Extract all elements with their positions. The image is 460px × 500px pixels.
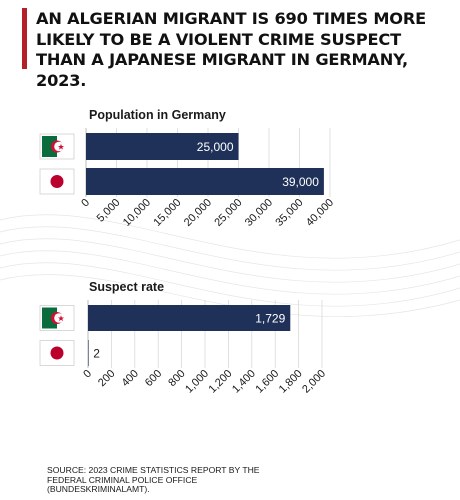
- japan-flag-icon: [39, 340, 75, 366]
- x-tick-label: 1,200: [207, 368, 235, 396]
- bar-value-label: 1,729: [255, 311, 285, 325]
- x-tick-label: 1,600: [253, 368, 281, 396]
- source-note: SOURCE: 2023 CRIME STATISTICS REPORT BY …: [47, 465, 260, 495]
- x-tick-label: 20,000: [182, 197, 214, 229]
- x-tick-label: 30,000: [243, 197, 275, 229]
- algeria-star: [58, 315, 64, 322]
- algeria-star: [58, 143, 64, 150]
- headline-accent-bar: [22, 8, 27, 69]
- x-tick-label: 0: [81, 368, 94, 381]
- x-tick-label: 15,000: [151, 197, 183, 229]
- x-tick-label: 40,000: [304, 197, 336, 229]
- chart-title: Population in Germany: [89, 108, 226, 122]
- x-tick-label: 1,400: [230, 368, 258, 396]
- x-tick-label: 10,000: [121, 197, 153, 229]
- bar-algeria: [86, 133, 239, 160]
- bar-value-label: 2: [93, 346, 100, 360]
- japan-flag-sun: [50, 346, 64, 360]
- x-tick-label: 5,000: [95, 197, 123, 225]
- headline: AN ALGERIAN MIGRANT IS 690 TIMES MORE LI…: [36, 9, 426, 90]
- x-tick-label: 2,000: [300, 368, 328, 396]
- algeria-flag-white: [57, 136, 72, 157]
- bar-japan: [88, 340, 89, 366]
- algeria-flag-white: [57, 307, 72, 329]
- chart-title: Suspect rate: [89, 280, 164, 294]
- x-tick-label: 600: [143, 368, 164, 389]
- bar-value-label: 39,000: [282, 175, 319, 189]
- x-tick-label: 200: [96, 368, 117, 389]
- algeria-flag-icon: [39, 305, 75, 331]
- background-wave-lines: [0, 214, 460, 317]
- bar-value-label: 25,000: [197, 140, 234, 154]
- japan-flag-icon: [39, 168, 75, 195]
- x-tick-label: 400: [119, 368, 140, 389]
- x-tick-label: 1,000: [183, 368, 211, 396]
- x-tick-label: 25,000: [212, 197, 244, 229]
- bar-japan: [86, 168, 324, 195]
- x-tick-label: 35,000: [273, 197, 305, 229]
- algeria-flag-green: [42, 307, 57, 329]
- japan-flag-sun: [50, 175, 64, 188]
- algeria-flag-green: [42, 136, 57, 157]
- x-tick-label: 1,800: [277, 368, 305, 396]
- bar-algeria: [88, 305, 291, 331]
- algeria-flag-icon: [39, 133, 75, 160]
- x-tick-label: 0: [79, 197, 92, 210]
